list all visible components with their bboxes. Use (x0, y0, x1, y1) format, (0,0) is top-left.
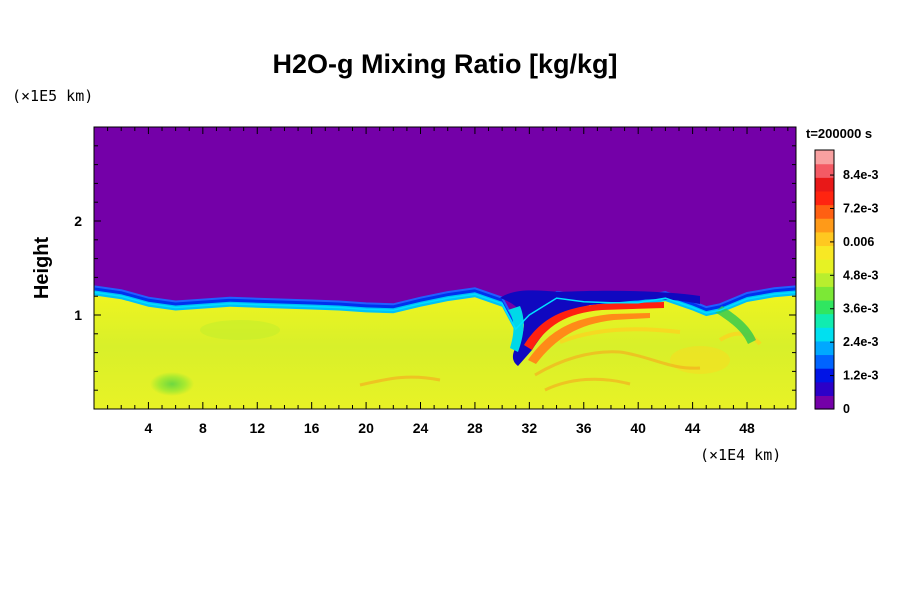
x-tick-label: 48 (739, 420, 755, 436)
colorbar-tick-label: 0 (843, 402, 850, 416)
colorbar-segment (815, 190, 834, 206)
x-tick-label: 44 (685, 420, 701, 436)
x-unit-label: (×1E4 km) (700, 446, 781, 464)
x-tick-label: 8 (199, 420, 207, 436)
colorbar-segment (815, 245, 834, 260)
y-axis-label: Height (31, 237, 53, 300)
vortex-left-2 (200, 320, 280, 340)
colorbar-tick-label: 0.006 (843, 235, 874, 249)
x-tick-label: 40 (630, 420, 646, 436)
right-edge-swirl (715, 306, 756, 344)
colorbar-segment (815, 286, 834, 301)
x-ticks: 4 8 12 16 20 24 28 32 36 40 44 48 (107, 127, 789, 436)
y-tick-label: 1 (74, 307, 82, 323)
colorbar-segment (815, 381, 834, 396)
colorbar-tick-label: 1.2e-3 (843, 369, 878, 383)
colorbar-segment (815, 395, 834, 410)
x-tick-label: 28 (467, 420, 483, 436)
colorbar-segment (815, 299, 834, 315)
mixing-zone-dark (500, 290, 700, 366)
x-tick-label: 16 (304, 420, 320, 436)
colorbar-ticks: 0 1.2e-3 2.4e-3 3.6e-3 4.8e-3 0.006 7.2e-3 8.4e… (830, 168, 878, 416)
colorbar (814, 149, 835, 410)
interface-line (94, 291, 796, 331)
colorbar-segment (815, 150, 834, 165)
x-tick-label: 4 (145, 420, 153, 436)
colorbar-tick-label: 8.4e-3 (843, 168, 878, 182)
colorbar-segment (815, 177, 834, 192)
colorbar-segment (815, 218, 834, 233)
vortex-right (670, 346, 730, 374)
colorbar-frame (814, 149, 835, 410)
heatmap-field (94, 127, 796, 409)
time-label: t=200000 s (806, 126, 872, 141)
colorbar-segment (815, 204, 834, 219)
colorbar-segment (815, 313, 834, 328)
plot-frame (93, 126, 797, 410)
peak-streak-2 (528, 313, 650, 364)
colorbar-segment (815, 272, 834, 287)
x-tick-label: 36 (576, 420, 592, 436)
colorbar-tick-label: 2.4e-3 (843, 335, 878, 349)
x-tick-label: 12 (249, 420, 265, 436)
y-unit-label: (×1E5 km) (12, 87, 93, 105)
x-tick-label: 20 (358, 420, 374, 436)
y-tick-label: 2 (74, 213, 82, 229)
colorbar-tick-label: 4.8e-3 (843, 268, 878, 282)
colorbar-segment (815, 231, 834, 247)
colorbar-segment (815, 327, 834, 342)
colorbar-segment (815, 354, 834, 369)
colorbar-tick-label: 3.6e-3 (843, 302, 878, 316)
chart-title: H2O-g Mixing Ratio [kg/kg] (272, 49, 617, 79)
colorbar-segment (815, 340, 834, 356)
colorbar-segment (815, 368, 834, 383)
peak-streak (524, 302, 664, 350)
vortex-left (150, 372, 194, 396)
colorbar-segment (815, 259, 834, 274)
y-ticks: 12 (74, 145, 796, 391)
colorbar-segment (815, 163, 834, 178)
colorbar-tick-label: 7.2e-3 (843, 201, 878, 215)
plume-swirls (359, 350, 701, 392)
x-tick-label: 32 (522, 420, 538, 436)
x-tick-label: 24 (413, 420, 429, 436)
